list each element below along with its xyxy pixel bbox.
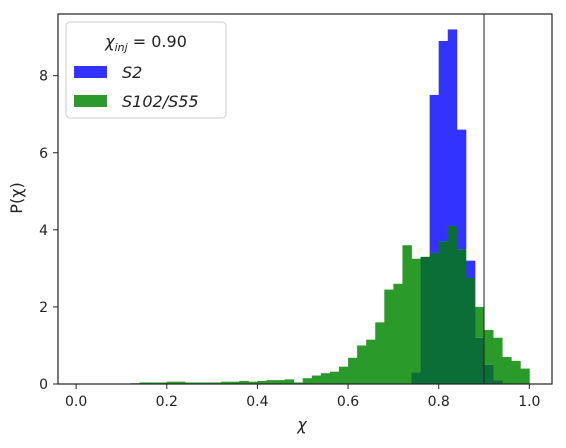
s102-s55-bar — [148, 382, 159, 384]
s102-s55-bar — [402, 245, 412, 384]
legend-title: χinj = 0.90 — [104, 32, 187, 54]
s102-s55-bar — [239, 380, 249, 384]
s102-s55-bar — [212, 382, 222, 384]
s102-s55-bar — [221, 381, 231, 384]
overlap-bar — [447, 225, 458, 384]
s102-s55-bar — [257, 380, 267, 384]
legend-swatch-s102-s55 — [74, 95, 107, 107]
s102-s55-bar — [329, 371, 340, 384]
overlap-bar — [493, 380, 503, 384]
y-tick-label: 6 — [39, 146, 48, 162]
s102-s55-bar — [302, 378, 313, 384]
s102-s55-bar — [266, 380, 276, 384]
overlap-bar — [411, 372, 421, 384]
x-tick-label: 0.0 — [65, 394, 87, 410]
s102-s55-bar — [348, 357, 358, 384]
y-tick-label: 0 — [39, 377, 48, 393]
s102-s55-bar — [511, 360, 521, 384]
s102-s55-bar — [311, 375, 322, 384]
s102-s55-bar — [320, 373, 331, 384]
legend-label-s2: S2 — [122, 63, 142, 82]
bars-layer — [130, 29, 530, 384]
s102-s55-bar — [493, 337, 503, 381]
s102-s55-bar — [338, 366, 349, 384]
s102-s55-bar — [411, 258, 421, 373]
s102-s55-bar — [248, 381, 258, 384]
y-axis-ticks: 0 2 4 6 8 — [39, 69, 58, 393]
s102-s55-bar — [384, 289, 394, 384]
overlap-bar — [474, 337, 485, 384]
s102-s55-bar — [166, 381, 177, 384]
overlap-bar — [484, 364, 494, 384]
s102-s55-bar — [366, 339, 376, 384]
s102-s55-bar — [175, 381, 186, 384]
s102-s55-bar — [474, 306, 485, 338]
s2-bar — [465, 260, 476, 279]
overlap-bar — [456, 249, 467, 384]
s2-bar — [429, 94, 440, 253]
s102-s55-bar — [520, 368, 530, 384]
x-tick-label: 0.2 — [156, 394, 178, 410]
legend: χinj = 0.90 S2 S102/S55 — [65, 21, 227, 119]
overlap-bar — [420, 256, 431, 384]
s102-s55-bar — [203, 382, 213, 384]
legend-swatch-s2 — [74, 66, 107, 78]
s2-bar — [456, 129, 467, 250]
s102-s55-bar — [157, 382, 168, 384]
x-axis-label: χ — [296, 415, 307, 434]
plot-frame — [57, 13, 553, 385]
s2-bar — [438, 40, 449, 242]
legend-box — [65, 21, 227, 119]
s102-s55-bar — [193, 382, 204, 384]
s102-s55-bar — [293, 382, 304, 384]
y-tick-label: 4 — [39, 223, 48, 239]
s102-s55-bar — [357, 345, 367, 384]
overlap-bar — [429, 252, 440, 384]
x-tick-label: 0.6 — [337, 394, 359, 410]
x-tick-label: 0.8 — [428, 394, 450, 410]
s102-s55-bar — [375, 322, 385, 384]
overlap-bar — [438, 241, 449, 384]
s102-s55-bar — [484, 330, 494, 365]
s102-s55-bar — [284, 379, 295, 384]
x-axis-ticks: 0.0 0.2 0.4 0.6 0.8 1.0 — [65, 384, 540, 410]
y-axis-label: P(χ) — [7, 182, 26, 213]
overlap-bar — [465, 278, 476, 384]
x-tick-label: 1.0 — [518, 394, 540, 410]
s102-s55-bar — [393, 283, 403, 384]
s102-s55-bar — [502, 357, 512, 384]
y-tick-label: 8 — [39, 69, 48, 85]
legend-label-s102-s55: S102/S55 — [122, 92, 199, 111]
s102-s55-bar — [275, 380, 286, 384]
s102-s55-bar — [184, 382, 195, 384]
y-tick-label: 2 — [39, 300, 48, 316]
s2-bar — [447, 29, 458, 226]
s102-s55-bar — [230, 381, 240, 384]
s102-s55-bar — [139, 382, 150, 384]
x-tick-label: 0.4 — [246, 394, 268, 410]
